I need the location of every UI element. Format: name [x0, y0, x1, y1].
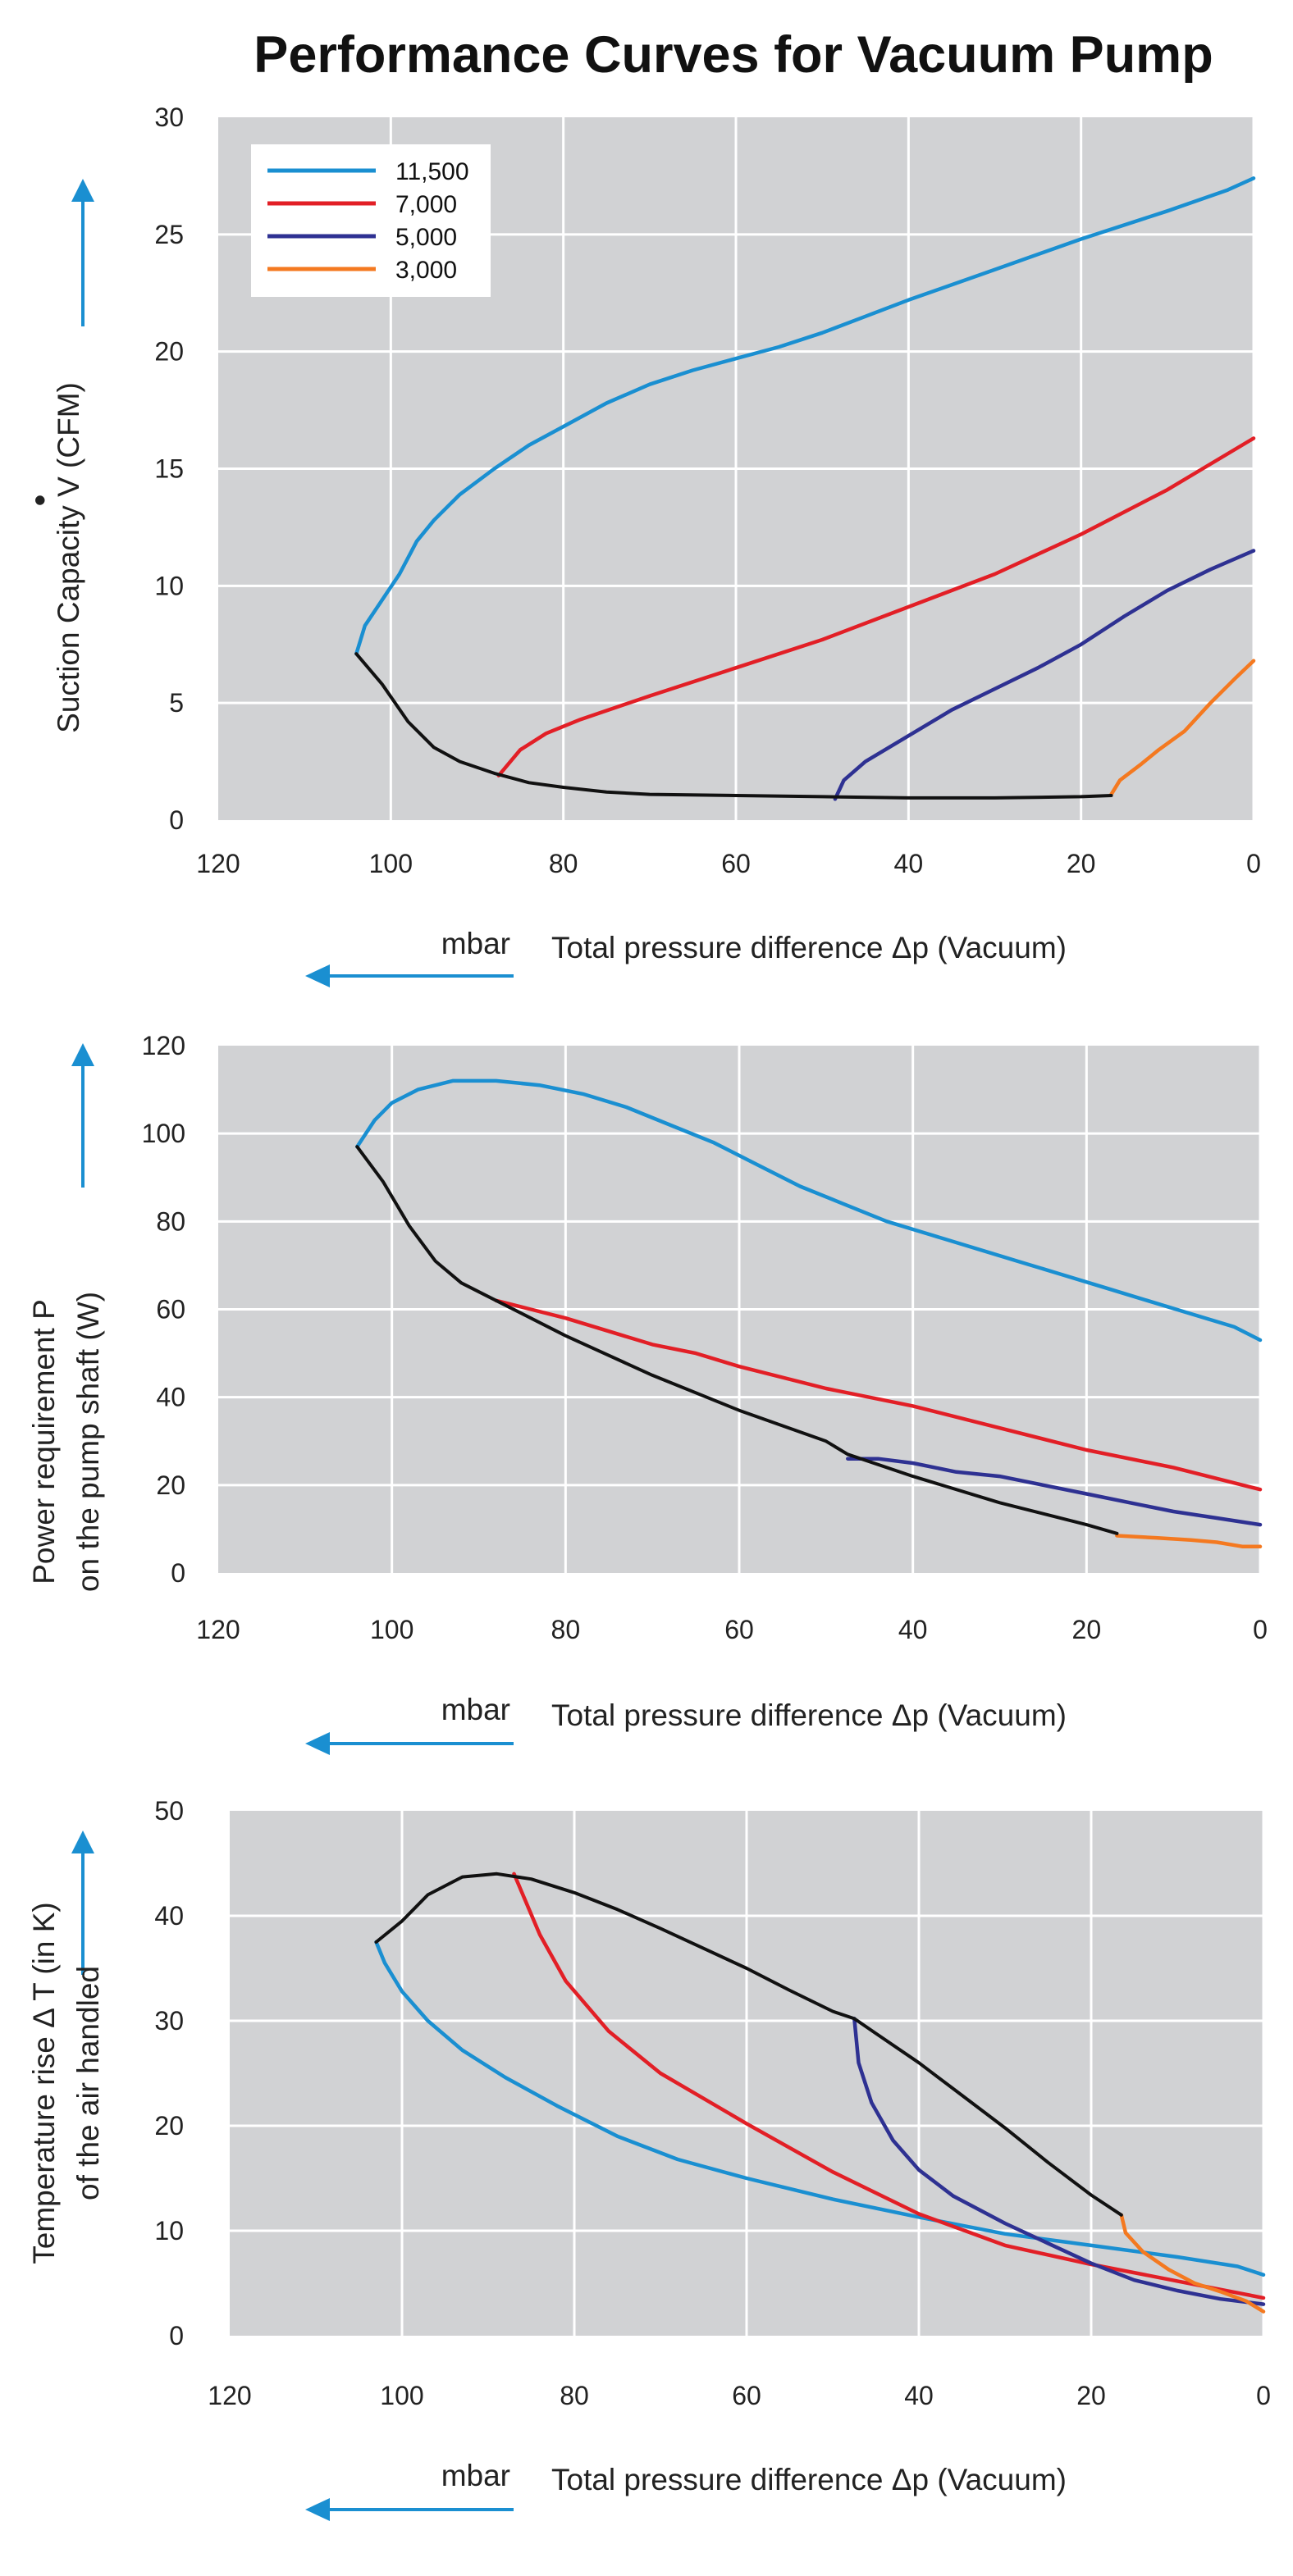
y-axis-label-part: (CFM) [52, 382, 85, 476]
chart-panels: 120 100 80 60 40 20 005101520253011,5007,0005,… [22, 103, 1271, 2521]
y-tick-label: 0 [169, 2321, 184, 2350]
series-line-7000 [494, 1298, 1263, 1492]
series-line-3000 [1109, 659, 1256, 796]
y-tick-label: 0 [171, 1558, 185, 1588]
x-axis-unit: mbar [441, 2459, 510, 2492]
x-tick-label: 0 [1253, 1615, 1268, 1644]
y-tick-label: 60 [156, 1295, 185, 1324]
y-tick-label: 20 [154, 2111, 184, 2141]
x-tick-label: 80 [560, 2381, 589, 2410]
y-tick-label: 40 [154, 1901, 184, 1931]
y-tick-label: 30 [154, 2006, 184, 2036]
legend-label: 11,500 [395, 158, 469, 185]
x-tick-label: 40 [898, 1615, 928, 1644]
series-line-11500 [355, 1078, 1263, 1343]
series-line-7000 [496, 436, 1256, 777]
chart-panel-2: 120 100 80 60 40 20 0 0 20 40 60 80 100 120 Power requ… [27, 1031, 1268, 1755]
x-tick-label: 0 [1256, 2381, 1271, 2410]
chart-panel-1: 120 100 80 60 40 20 0 0 5 10 15 20 25 30 11,500 7,000 5,… [22, 103, 1261, 987]
y-tick-label: 20 [154, 337, 184, 367]
x-tick-label: 120 [196, 849, 240, 878]
y-tick-label: 10 [154, 2216, 184, 2245]
x-tick-label: 40 [894, 849, 924, 878]
series-line-limit [374, 1872, 1123, 2217]
x-tick-label: 120 [196, 1615, 240, 1644]
legend-label: 7,000 [395, 191, 457, 218]
x-axis-unit: mbar [441, 927, 510, 960]
x-tick-label: 100 [380, 2381, 423, 2410]
y-tick-label: 50 [154, 1796, 184, 1826]
series-line-11500 [354, 176, 1256, 656]
y-axis-label-line: on the pump shaft (W) [71, 1292, 105, 1592]
x-tick-label: 60 [721, 849, 751, 878]
left-arrow-icon [305, 2498, 330, 2521]
series-line-11500 [374, 1940, 1266, 2277]
x-axis-label: Total pressure difference Δp (Vacuum) [551, 2463, 1067, 2496]
legend: 11,500 7,000 5,000 3,000 [251, 144, 491, 297]
series-line-3000 [1119, 2213, 1266, 2314]
y-tick-label: 10 [154, 571, 184, 600]
x-tick-label: 100 [370, 1615, 413, 1644]
chart-panel-3: 120 100 80 60 40 20 0 0 10 20 30 40 50 Temperature ri… [27, 1796, 1271, 2521]
x-axis-label: Total pressure difference Δp (Vacuum) [551, 1698, 1067, 1732]
y-axis-label: Temperature rise Δ T (in K) of the air ha… [27, 1902, 105, 2264]
series-line-limit [355, 1145, 1119, 1535]
left-arrow-icon [305, 1732, 330, 1755]
y-axis-label-line: of the air handled [71, 1966, 105, 2200]
y-tick-label: 100 [142, 1119, 185, 1148]
y-axis-label-part: V [52, 476, 85, 497]
y-axis-label: Power requirement P on the pump shaft (W) [27, 1292, 105, 1592]
up-arrow-icon [71, 179, 94, 202]
x-tick-label: 100 [369, 849, 413, 878]
y-tick-label: 120 [142, 1031, 185, 1060]
x-tick-label: 60 [724, 1615, 754, 1644]
x-tick-label: 0 [1246, 849, 1261, 878]
y-axis-label: Suction Capacity V (CFM)• [22, 382, 85, 733]
x-tick-label: 20 [1072, 1615, 1102, 1644]
x-tick-label: 120 [208, 2381, 251, 2410]
x-tick-label: 40 [904, 2381, 934, 2410]
y-tick-label: 0 [169, 805, 184, 835]
left-arrow-icon [305, 964, 330, 987]
y-tick-label: 80 [156, 1206, 185, 1236]
y-tick-label: 30 [154, 103, 184, 132]
x-axis-unit: mbar [441, 1693, 510, 1726]
y-axis-label-dot: • [22, 495, 58, 506]
y-axis-label-line: Temperature rise Δ T (in K) [27, 1902, 61, 2264]
series-line-5000 [833, 549, 1256, 801]
legend-label: 3,000 [395, 257, 457, 284]
up-arrow-icon [71, 1043, 94, 1066]
series-line-5000 [852, 2017, 1266, 2306]
y-tick-label: 5 [169, 688, 184, 718]
chart-title: Performance Curves for Vacuum Pump [254, 26, 1213, 84]
x-tick-label: 20 [1067, 849, 1096, 878]
x-tick-label: 80 [551, 1615, 581, 1644]
y-axis-label-text: Suction Capacity V (CFM) [52, 382, 85, 733]
y-tick-label: 25 [154, 220, 184, 249]
up-arrow-icon [71, 1831, 94, 1853]
x-tick-label: 60 [732, 2381, 761, 2410]
y-tick-label: 15 [154, 454, 184, 484]
x-tick-label: 20 [1076, 2381, 1106, 2410]
legend-label: 5,000 [395, 224, 457, 251]
y-axis-label-line: Power requirement P [27, 1299, 61, 1584]
series-line-3000 [1115, 1534, 1263, 1549]
x-tick-label: 80 [549, 849, 578, 878]
y-tick-label: 20 [156, 1470, 185, 1500]
y-axis-label-part: Suction Capacity [52, 497, 85, 733]
series-line-5000 [846, 1457, 1263, 1527]
x-axis-label: Total pressure difference Δp (Vacuum) [551, 931, 1067, 964]
y-tick-label: 40 [156, 1383, 185, 1412]
series-line-limit [354, 652, 1113, 800]
